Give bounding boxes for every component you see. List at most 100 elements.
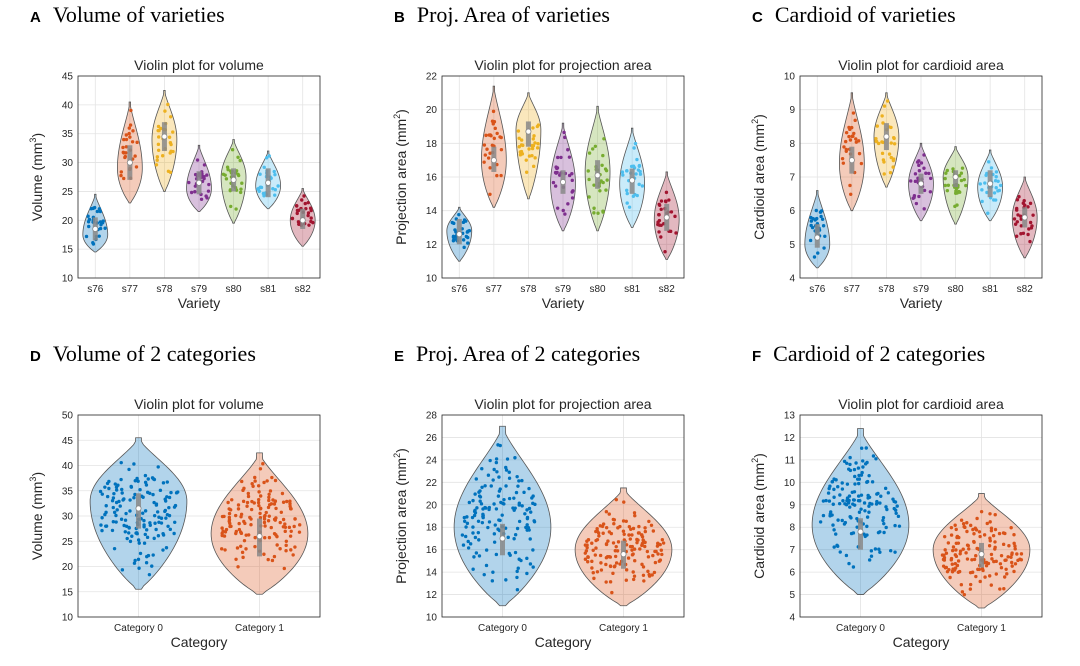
data-point [158, 488, 163, 493]
data-point [832, 545, 836, 549]
plot-title: Violin plot for cardioid area [838, 57, 1004, 73]
data-point [241, 488, 245, 493]
data-point [488, 166, 492, 170]
data-point [95, 209, 100, 214]
data-point [998, 183, 1003, 188]
data-point [827, 486, 831, 491]
data-point [616, 526, 620, 530]
data-point [957, 569, 962, 574]
data-point [306, 211, 311, 215]
data-point [525, 508, 529, 512]
data-point [976, 567, 980, 572]
data-point [100, 516, 104, 520]
data-point [834, 532, 838, 536]
median-marker [161, 133, 168, 140]
data-point [867, 510, 871, 514]
data-point [848, 138, 853, 142]
y-tick-label: 15 [62, 245, 74, 256]
data-point [515, 474, 519, 479]
data-point [153, 521, 157, 525]
data-point [841, 161, 846, 165]
y-tick-label: 12 [426, 590, 438, 601]
data-point [970, 570, 975, 574]
data-point [812, 255, 817, 259]
data-point [594, 546, 598, 550]
plot-frame [441, 414, 685, 618]
data-point [488, 151, 492, 155]
median-marker [490, 157, 497, 164]
data-point [143, 509, 148, 513]
data-point [238, 158, 242, 163]
data-point [987, 160, 991, 164]
data-point [625, 191, 629, 196]
data-point [86, 220, 91, 224]
data-point [107, 479, 111, 484]
x-tick-label: Category 0 [114, 623, 163, 634]
data-point [1028, 220, 1033, 225]
data-point [226, 500, 230, 505]
data-point [625, 188, 629, 193]
data-point [961, 547, 965, 551]
data-point [154, 503, 159, 507]
data-point [466, 539, 470, 544]
data-point [607, 530, 612, 534]
y-axis-label-end: ) [393, 109, 409, 114]
data-point [482, 160, 486, 164]
data-point [943, 566, 948, 570]
data-point [294, 204, 299, 208]
data-point [859, 473, 864, 477]
data-point [288, 534, 293, 538]
data-point [464, 534, 468, 539]
data-point [1010, 551, 1014, 555]
data-point [142, 518, 146, 523]
data-point [124, 145, 129, 149]
data-point [480, 467, 484, 471]
data-point [306, 200, 310, 205]
y-tick-label: 22 [426, 478, 438, 489]
y-axis-label-sup: 3 [28, 477, 38, 482]
data-point [253, 544, 257, 549]
data-point [627, 525, 632, 529]
data-point [615, 549, 620, 553]
data-point [528, 562, 533, 566]
data-point [610, 590, 614, 595]
data-point [224, 177, 229, 181]
data-point [856, 481, 861, 486]
data-point [843, 520, 848, 525]
data-point [1014, 234, 1019, 238]
data-point [625, 169, 629, 173]
data-point [852, 490, 857, 494]
y-axis-label-end: ) [751, 453, 767, 458]
data-point [256, 497, 261, 502]
data-point [486, 473, 491, 477]
data-point [89, 207, 93, 211]
data-point [611, 517, 616, 522]
data-point [464, 525, 468, 529]
data-point [500, 513, 504, 517]
data-point [273, 499, 277, 504]
data-point [253, 479, 257, 483]
data-point [822, 246, 826, 250]
y-tick-label: 24 [426, 455, 438, 466]
data-point [660, 537, 665, 542]
data-point [527, 154, 532, 158]
data-point [156, 142, 161, 147]
y-tick-label: 14 [426, 568, 438, 579]
data-point [845, 482, 850, 486]
data-point [1002, 575, 1007, 579]
data-point [871, 454, 876, 458]
data-point [646, 569, 650, 574]
data-point [951, 545, 956, 549]
data-point [842, 459, 847, 464]
data-point [841, 499, 845, 503]
data-point [309, 219, 313, 224]
data-point [473, 492, 477, 496]
data-point [659, 207, 663, 211]
data-point [531, 548, 535, 552]
data-point [240, 479, 244, 484]
data-point [966, 543, 970, 548]
x-tick-label: s80 [226, 284, 243, 295]
data-point [257, 490, 261, 494]
panel-e-heading: Proj. Area of 2 categories [416, 341, 641, 366]
panel-b-letter: B [394, 9, 405, 26]
